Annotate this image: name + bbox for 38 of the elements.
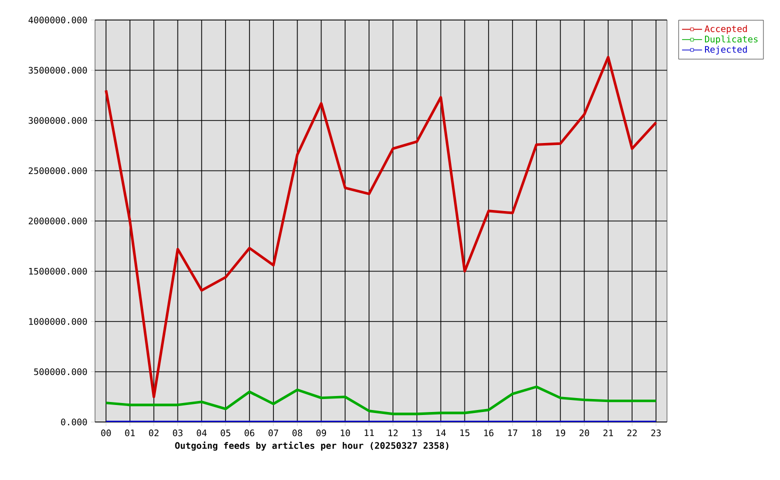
x-tick-label: 16 [484, 430, 494, 436]
legend-label: Duplicates [705, 35, 758, 44]
line-series [104, 56, 658, 398]
x-tick-label: 08 [292, 430, 302, 436]
y-tick-label: 2000000.000 [28, 218, 87, 224]
legend-label: Rejected [705, 46, 747, 54]
y-tick-label: 1500000.000 [29, 268, 87, 275]
x-tick-label: 00 [101, 430, 111, 436]
y-tick-label: 3000000.000 [28, 117, 87, 124]
x-tick-label: 20 [580, 430, 590, 436]
x-axis-title: Outgoing feeds by articles per hour (20250327 2358) [175, 442, 448, 451]
x-tick-label: 06 [244, 430, 254, 436]
y-tick-label: 1000000.000 [29, 318, 87, 325]
x-tick-label: 12 [388, 430, 398, 436]
x-tick-label: 18 [532, 430, 542, 436]
x-tick-label: 04 [196, 430, 207, 436]
x-tick-label: 01 [125, 430, 135, 436]
x-tick-label: 14 [436, 430, 446, 436]
x-tick-label: 05 [220, 430, 230, 436]
x-tick-label: 13 [412, 430, 422, 436]
x-tick-label: 21 [603, 430, 613, 436]
y-tick-label: 3500000.000 [28, 66, 87, 74]
x-tick-label: 11 [364, 430, 374, 436]
x-tick-label: 22 [627, 430, 637, 436]
x-tick-label: 19 [556, 430, 566, 436]
x-tick-label: 02 [149, 430, 158, 436]
y-tick-label: 0.000 [61, 418, 87, 426]
x-tick-label: 07 [268, 430, 278, 436]
y-tick-label: 2500000.000 [28, 167, 87, 174]
x-tick-label: 09 [316, 430, 326, 436]
x-tick-label: 15 [460, 430, 470, 436]
y-tick-label: 4000000.000 [28, 16, 87, 24]
x-tick-label: 03 [172, 430, 182, 436]
legend-label: Accepted [704, 25, 747, 34]
y-tick-label: 500000.000 [34, 368, 87, 376]
x-tick-label: 23 [651, 430, 661, 436]
x-tick-label: 10 [340, 430, 350, 436]
x-tick-label: 17 [508, 430, 518, 436]
